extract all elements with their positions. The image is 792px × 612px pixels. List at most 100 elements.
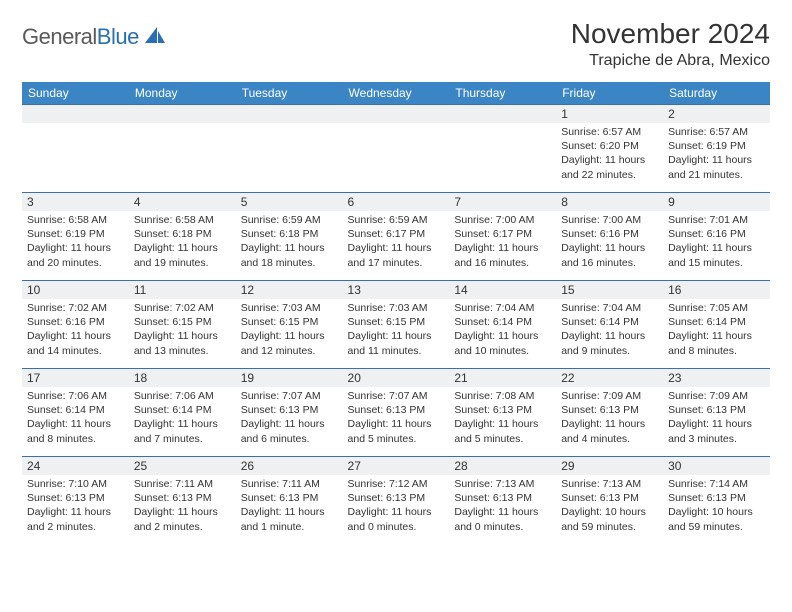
day-details: Sunrise: 7:06 AMSunset: 6:14 PMDaylight:… <box>22 387 129 450</box>
day-number: 5 <box>236 193 343 211</box>
day-number: 27 <box>343 457 450 475</box>
calendar-week: 3Sunrise: 6:58 AMSunset: 6:19 PMDaylight… <box>22 193 770 281</box>
calendar-table: SundayMondayTuesdayWednesdayThursdayFrid… <box>22 82 770 545</box>
calendar-day <box>343 105 450 193</box>
empty-day <box>343 105 450 123</box>
calendar-day: 19Sunrise: 7:07 AMSunset: 6:13 PMDayligh… <box>236 369 343 457</box>
calendar-day: 14Sunrise: 7:04 AMSunset: 6:14 PMDayligh… <box>449 281 556 369</box>
day-number: 17 <box>22 369 129 387</box>
day-number: 21 <box>449 369 556 387</box>
calendar-week: 24Sunrise: 7:10 AMSunset: 6:13 PMDayligh… <box>22 457 770 545</box>
day-details: Sunrise: 7:09 AMSunset: 6:13 PMDaylight:… <box>556 387 663 450</box>
brand-name-blue: Blue <box>97 24 139 49</box>
weekday-header: Wednesday <box>343 82 450 105</box>
day-details: Sunrise: 7:14 AMSunset: 6:13 PMDaylight:… <box>663 475 770 538</box>
calendar-day: 22Sunrise: 7:09 AMSunset: 6:13 PMDayligh… <box>556 369 663 457</box>
calendar-day: 29Sunrise: 7:13 AMSunset: 6:13 PMDayligh… <box>556 457 663 545</box>
day-details: Sunrise: 7:06 AMSunset: 6:14 PMDaylight:… <box>129 387 236 450</box>
title-block: November 2024 Trapiche de Abra, Mexico <box>571 18 770 70</box>
day-number: 20 <box>343 369 450 387</box>
day-number: 29 <box>556 457 663 475</box>
day-details: Sunrise: 6:58 AMSunset: 6:18 PMDaylight:… <box>129 211 236 274</box>
day-details: Sunrise: 7:03 AMSunset: 6:15 PMDaylight:… <box>343 299 450 362</box>
day-number: 3 <box>22 193 129 211</box>
calendar-day <box>129 105 236 193</box>
header: GeneralBlue November 2024 Trapiche de Ab… <box>22 18 770 70</box>
calendar-day: 20Sunrise: 7:07 AMSunset: 6:13 PMDayligh… <box>343 369 450 457</box>
calendar-day <box>22 105 129 193</box>
day-details: Sunrise: 7:07 AMSunset: 6:13 PMDaylight:… <box>236 387 343 450</box>
day-details: Sunrise: 7:09 AMSunset: 6:13 PMDaylight:… <box>663 387 770 450</box>
day-number: 16 <box>663 281 770 299</box>
day-details: Sunrise: 7:10 AMSunset: 6:13 PMDaylight:… <box>22 475 129 538</box>
day-number: 6 <box>343 193 450 211</box>
day-number: 14 <box>449 281 556 299</box>
calendar-day: 3Sunrise: 6:58 AMSunset: 6:19 PMDaylight… <box>22 193 129 281</box>
calendar-day: 16Sunrise: 7:05 AMSunset: 6:14 PMDayligh… <box>663 281 770 369</box>
empty-day <box>236 105 343 123</box>
empty-day <box>129 105 236 123</box>
day-details: Sunrise: 7:00 AMSunset: 6:16 PMDaylight:… <box>556 211 663 274</box>
day-number: 15 <box>556 281 663 299</box>
brand-name: GeneralBlue <box>22 24 139 50</box>
calendar-day: 21Sunrise: 7:08 AMSunset: 6:13 PMDayligh… <box>449 369 556 457</box>
day-details: Sunrise: 7:03 AMSunset: 6:15 PMDaylight:… <box>236 299 343 362</box>
day-details: Sunrise: 7:13 AMSunset: 6:13 PMDaylight:… <box>556 475 663 538</box>
day-number: 28 <box>449 457 556 475</box>
day-details: Sunrise: 7:01 AMSunset: 6:16 PMDaylight:… <box>663 211 770 274</box>
brand-logo: GeneralBlue <box>22 24 167 50</box>
day-number: 24 <box>22 457 129 475</box>
empty-day <box>449 105 556 123</box>
calendar-day: 4Sunrise: 6:58 AMSunset: 6:18 PMDaylight… <box>129 193 236 281</box>
calendar-day: 8Sunrise: 7:00 AMSunset: 6:16 PMDaylight… <box>556 193 663 281</box>
empty-day <box>22 105 129 123</box>
day-number: 13 <box>343 281 450 299</box>
day-number: 18 <box>129 369 236 387</box>
day-details: Sunrise: 7:05 AMSunset: 6:14 PMDaylight:… <box>663 299 770 362</box>
calendar-day: 2Sunrise: 6:57 AMSunset: 6:19 PMDaylight… <box>663 105 770 193</box>
calendar-day: 5Sunrise: 6:59 AMSunset: 6:18 PMDaylight… <box>236 193 343 281</box>
weekday-header: Monday <box>129 82 236 105</box>
calendar-day: 9Sunrise: 7:01 AMSunset: 6:16 PMDaylight… <box>663 193 770 281</box>
day-details: Sunrise: 7:04 AMSunset: 6:14 PMDaylight:… <box>449 299 556 362</box>
calendar-day: 12Sunrise: 7:03 AMSunset: 6:15 PMDayligh… <box>236 281 343 369</box>
calendar-day: 28Sunrise: 7:13 AMSunset: 6:13 PMDayligh… <box>449 457 556 545</box>
day-number: 22 <box>556 369 663 387</box>
day-details: Sunrise: 7:12 AMSunset: 6:13 PMDaylight:… <box>343 475 450 538</box>
calendar-day <box>449 105 556 193</box>
sail-icon <box>143 25 167 50</box>
calendar-day: 13Sunrise: 7:03 AMSunset: 6:15 PMDayligh… <box>343 281 450 369</box>
day-details: Sunrise: 7:11 AMSunset: 6:13 PMDaylight:… <box>129 475 236 538</box>
day-number: 25 <box>129 457 236 475</box>
location: Trapiche de Abra, Mexico <box>571 52 770 70</box>
calendar-day: 24Sunrise: 7:10 AMSunset: 6:13 PMDayligh… <box>22 457 129 545</box>
calendar-page: GeneralBlue November 2024 Trapiche de Ab… <box>0 0 792 555</box>
day-details: Sunrise: 6:58 AMSunset: 6:19 PMDaylight:… <box>22 211 129 274</box>
day-details: Sunrise: 6:59 AMSunset: 6:18 PMDaylight:… <box>236 211 343 274</box>
day-details: Sunrise: 6:59 AMSunset: 6:17 PMDaylight:… <box>343 211 450 274</box>
calendar-day: 27Sunrise: 7:12 AMSunset: 6:13 PMDayligh… <box>343 457 450 545</box>
day-details: Sunrise: 7:02 AMSunset: 6:16 PMDaylight:… <box>22 299 129 362</box>
weekday-header-row: SundayMondayTuesdayWednesdayThursdayFrid… <box>22 82 770 105</box>
calendar-day: 10Sunrise: 7:02 AMSunset: 6:16 PMDayligh… <box>22 281 129 369</box>
weekday-header: Tuesday <box>236 82 343 105</box>
weekday-header: Sunday <box>22 82 129 105</box>
calendar-day <box>236 105 343 193</box>
calendar-day: 17Sunrise: 7:06 AMSunset: 6:14 PMDayligh… <box>22 369 129 457</box>
day-details: Sunrise: 7:04 AMSunset: 6:14 PMDaylight:… <box>556 299 663 362</box>
day-number: 10 <box>22 281 129 299</box>
calendar-day: 7Sunrise: 7:00 AMSunset: 6:17 PMDaylight… <box>449 193 556 281</box>
day-number: 26 <box>236 457 343 475</box>
day-number: 7 <box>449 193 556 211</box>
calendar-day: 11Sunrise: 7:02 AMSunset: 6:15 PMDayligh… <box>129 281 236 369</box>
day-details: Sunrise: 7:02 AMSunset: 6:15 PMDaylight:… <box>129 299 236 362</box>
calendar-week: 1Sunrise: 6:57 AMSunset: 6:20 PMDaylight… <box>22 105 770 193</box>
calendar-week: 17Sunrise: 7:06 AMSunset: 6:14 PMDayligh… <box>22 369 770 457</box>
day-details: Sunrise: 7:13 AMSunset: 6:13 PMDaylight:… <box>449 475 556 538</box>
day-number: 9 <box>663 193 770 211</box>
day-number: 19 <box>236 369 343 387</box>
day-number: 2 <box>663 105 770 123</box>
day-details: Sunrise: 6:57 AMSunset: 6:19 PMDaylight:… <box>663 123 770 186</box>
day-number: 23 <box>663 369 770 387</box>
day-details: Sunrise: 6:57 AMSunset: 6:20 PMDaylight:… <box>556 123 663 186</box>
